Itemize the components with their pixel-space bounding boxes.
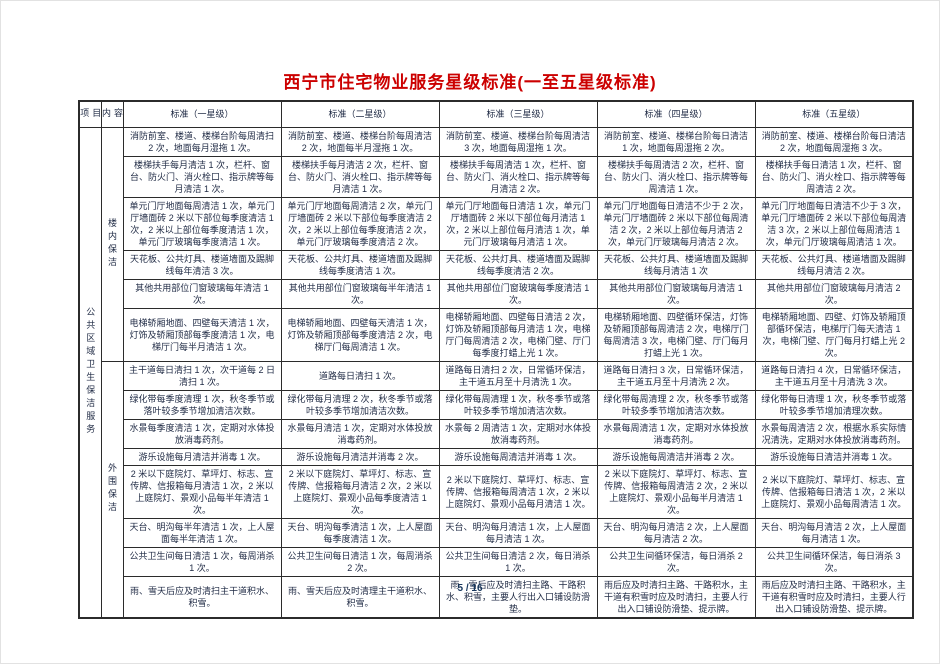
header-star-5: 标准（五星级） — [754, 100, 914, 128]
standard-cell: 电梯轿厢地面、四壁、灯饰及轿厢顶部循环保洁，电梯厅门每天清洁 1 次，电梯门壁、… — [754, 307, 914, 362]
table-row: 单元门厅地面每周清洁 1 次，单元门厅墙面砖 2 米以下部位每季度清洁 1 次，… — [79, 196, 914, 251]
standard-cell: 消防前室、楼道、楼梯台阶每周清洁 3 次，地面每周湿拖 1 次。 — [438, 126, 598, 157]
header-star-1: 标准（一星级） — [122, 100, 282, 128]
standard-cell: 绿化带每日清理 1 次，秋冬季节或落叶较多季节增加清理次数。 — [754, 389, 914, 420]
standard-cell: 主干道每日清扫 1 次，次干道每 2 日清扫 1 次。 — [122, 360, 282, 391]
standard-cell: 道路每日清扫 2 次，日常循环保洁，主干道五月至十月清洗 1 次。 — [438, 360, 598, 391]
standard-cell: 单元门厅地面每周清洁 1 次，单元门厅墙面砖 2 米以下部位每季度清洁 1 次，… — [122, 196, 282, 251]
standard-cell: 电梯轿厢地面、四壁每日清洁 2 次，灯饰及轿厢顶部每月清洁 1 次，电梯厅门每周… — [438, 307, 598, 362]
header-star-4: 标准（四星级） — [596, 100, 756, 128]
standard-cell: 天花板、公共灯具、楼道墙面及踢脚线每季度清洁 1 次。 — [280, 249, 440, 280]
table-row: 2 米以下庭院灯、草坪灯、标志、宣传牌、信报箱每月清洁 1 次，2 米以上庭院灯… — [79, 464, 914, 519]
standard-cell: 天台、明沟每半年清洁 1 次，上人屋面每半年清洁 1 次。 — [122, 517, 282, 548]
table-row: 公共卫生间每日清洁 1 次，每周消杀 1 次。 公共卫生间每日清洁 1 次，每周消… — [79, 546, 914, 577]
table-row: 天花板、公共灯具、楼道墙面及踢脚线每年清洁 3 次。 天花板、公共灯具、楼道墙面及… — [79, 249, 914, 280]
standard-cell: 雨、雪天后应及时清理主干道积水、积雪。 — [280, 575, 440, 618]
table-row: 公共区域卫生保洁服务 楼内保洁 消防前室、楼道、楼梯台阶每周清扫 2 次，地面每月湿… — [78, 126, 914, 618]
table-row: 电梯轿厢地面、四壁每天清洁 1 次，灯饰及轿厢顶部每季度清洁 1 次，电梯厅门每… — [79, 307, 914, 362]
content-section-label: 楼内保洁 — [100, 126, 124, 362]
standard-cell: 电梯轿厢地面、四壁每天清洁 1 次，灯饰及轿厢顶部每季度清洁 2 次，电梯厅门每… — [280, 307, 440, 362]
standard-cell: 单元门厅地面每周清洁 2 次，单元门厅墙面砖 2 米以下部位每季度清洁 2 次，… — [280, 196, 440, 251]
standard-cell: 2 米以下庭院灯、草坪灯、标志、宣传牌、信报箱每月清洁 1 次，2 米以上庭院灯… — [122, 464, 282, 519]
table-row: 天台、明沟每半年清洁 1 次，上人屋面每半年清洁 1 次。 天台、明沟每季清洁 1… — [79, 517, 914, 548]
standard-cell: 公共卫生间每日清洁 2 次，每日消杀 1 次。 — [438, 546, 598, 577]
standard-cell: 电梯轿厢地面、四壁每天清洁 1 次，灯饰及轿厢顶部每季度清洁 1 次，电梯厅门每… — [122, 307, 282, 362]
standard-cell: 游乐设施每日清洁并消毒 1 次。 — [754, 447, 914, 466]
standard-cell: 天花板、公共灯具、楼道墙面及踢脚线每月清洁 2 次。 — [754, 249, 914, 280]
standard-cell: 消防前室、楼道、楼梯台阶每日清洁 1 次，地面每周湿拖 2 次。 — [596, 126, 756, 157]
standard-cell: 公共卫生间每日清洁 1 次，每周消杀 1 次。 — [122, 546, 282, 577]
table-row: 游乐设施每月清洁并消毒 1 次。 游乐设施每月清洁并消毒 2 次。 游乐设施每周清洁… — [79, 447, 914, 466]
standard-cell: 消防前室、楼道、楼梯台阶每周清扫 2 次，地面每月湿拖 1 次。 — [122, 126, 282, 157]
standard-cell: 楼梯扶手每日清洁 1 次，栏杆、窗台、防火门、消火栓口、指示牌等每周清洁 2 次… — [754, 155, 914, 198]
standard-cell: 2 米以下庭院灯、草坪灯、标志、宣传牌、信报箱每月清洁 2 次，2 米以上庭院灯… — [280, 464, 440, 519]
standard-cell: 雨后应及时清扫主路、干路积水，主干道有积雪时应及时清扫，主要人行出入口铺设防滑垫… — [754, 575, 914, 618]
standard-cell: 水景每月清洁 1 次，定期对水体投放消毒药剂。 — [280, 418, 440, 449]
standard-cell: 天台、明沟每月清洁 2 次，上人屋面每月清洁 2 次。 — [596, 517, 756, 548]
standard-cell: 雨、雪后应及时清扫主路、干路积水、积雪，主要人行出入口铺设防滑垫。 — [438, 575, 598, 618]
standard-cell: 2 米以下庭院灯、草坪灯、标志、宣传牌、信报箱每周清洁 1 次，2 米以上庭院灯… — [438, 464, 598, 519]
standard-cell: 楼梯扶手每月清洁 2 次，栏杆、窗台、防火门、消火栓口、指示牌等每月清洁 1 次… — [280, 155, 440, 198]
header-project: 项目 — [78, 100, 102, 128]
header-star-2: 标准（二星级） — [280, 100, 440, 128]
standard-cell: 其他共用部位门窗玻璃每年清洁 1 次。 — [122, 278, 282, 309]
page-title: 西宁市住宅物业服务星级标准(一至五星级标准) — [283, 73, 657, 92]
standard-cell: 2 米以下庭院灯、草坪灯、标志、宣传牌、信报箱每日清洁 1 次，2 米以上庭院灯… — [754, 464, 914, 519]
standard-cell: 游乐设施每月清洁并消毒 2 次。 — [280, 447, 440, 466]
header-content: 内容 — [100, 100, 124, 128]
standard-cell: 游乐设施每周清洁并消毒 2 次。 — [596, 447, 756, 466]
standard-cell: 绿化带每周清理 2 次，秋冬季节或落叶较多季节增加清洁次数。 — [596, 389, 756, 420]
standard-cell: 楼梯扶手每周清洁 1 次，栏杆、窗台、防火门、消火栓口、指示牌等每月清洁 2 次… — [438, 155, 598, 198]
standard-cell: 道路每日清扫 3 次，日常循环保洁，主干道五月至十月清洗 2 次。 — [596, 360, 756, 391]
standard-cell: 天台、明沟每季清洁 1 次，上人屋面每季度清洁 1 次。 — [280, 517, 440, 548]
standard-cell: 其他共用部位门窗玻璃每月清洁 1 次。 — [596, 278, 756, 309]
table-row: 其他共用部位门窗玻璃每年清洁 1 次。 其他共用部位门窗玻璃每半年清洁 1 次。其… — [79, 278, 914, 309]
standard-cell: 楼梯扶手每周清洁 2 次，栏杆、窗台、防火门、消火栓口、指示牌等每周清洁 1 次… — [596, 155, 756, 198]
standard-cell: 绿化带每季度清理 1 次，秋冬季节或落叶较多季节增加清洁次数。 — [122, 389, 282, 420]
project-group-label: 公共区域卫生保洁服务 — [78, 126, 102, 618]
standard-cell: 雨、雪天后应及时清扫主干道积水、积雪。 — [122, 575, 282, 618]
standard-cell: 天台、明沟每月清洁 1 次，上人屋面每月清洁 1 次。 — [438, 517, 598, 548]
standard-cell: 公共卫生间循环保洁，每日消杀 2 次。 — [596, 546, 756, 577]
standard-cell: 电梯轿厢地面、四壁循环保洁，灯饰及轿厢顶部每周清洁 2 次，电梯厅门每周清洁 3… — [596, 307, 756, 362]
table-row: 绿化带每季度清理 1 次，秋冬季节或落叶较多季节增加清洁次数。 绿化带每月清理 2… — [79, 389, 914, 420]
standard-cell: 2 米以下庭院灯、草坪灯、标志、宣传牌、信报箱每周清洁 2 次，2 米以上庭院灯… — [596, 464, 756, 519]
standard-cell: 游乐设施每月清洁并消毒 1 次。 — [122, 447, 282, 466]
service-standards-table: 项目 内容 标准（一星级） 标准（二星级） 标准（三星级） 标准（四星级） 标准… — [78, 100, 914, 619]
table-row: 外围保洁 主干道每日清扫 1 次，次干道每 2 日清扫 1 次。 道路每日清扫 1 … — [79, 360, 914, 618]
standard-cell: 绿化带每周清理 1 次，秋冬季节或落叶较多季节增加清洁次数。 — [438, 389, 598, 420]
standard-cell: 水景每周清洁 1 次，定期对水体投放消毒药剂。 — [596, 418, 756, 449]
table-row: 水景每季度清洁 1 次，定期对水体投放消毒药剂。 水景每月清洁 1 次，定期对水体… — [79, 418, 914, 449]
standard-cell: 其他共用部位门窗玻璃每季度清洁 1 次。 — [438, 278, 598, 309]
standard-cell: 公共卫生间循环保洁，每日消杀 3 次。 — [754, 546, 914, 577]
standard-cell: 公共卫生间每日清洁 1 次，每周消杀 2 次。 — [280, 546, 440, 577]
standard-cell: 单元门厅地面每日清洁不少于 3 次，单元门厅墙面砖 2 米以下部位每周清洁 3 … — [754, 196, 914, 251]
standard-cell: 绿化带每月清理 2 次，秋冬季节或落叶较多季节增加清洁次数。 — [280, 389, 440, 420]
standard-cell: 楼梯扶手每月清洁 1 次，栏杆、窗台、防火门、消火栓口、指示牌等每月清洁 1 次… — [122, 155, 282, 198]
header-star-3: 标准（三星级） — [438, 100, 598, 128]
table-row: 楼梯扶手每月清洁 1 次，栏杆、窗台、防火门、消火栓口、指示牌等每月清洁 1 次… — [79, 155, 914, 198]
content-section-label: 外围保洁 — [100, 360, 124, 618]
page-number: 5 / 16 — [457, 583, 483, 594]
standard-cell: 其他共用部位门窗玻璃每月清洁 2 次。 — [754, 278, 914, 309]
standard-cell: 游乐设施每周清洁并消毒 1 次。 — [438, 447, 598, 466]
standard-cell: 天花板、公共灯具、楼道墙面及踢脚线每月清洁 1 次 — [596, 249, 756, 280]
standard-cell: 水景每周清洁 2 次，根据水系实际情况清洗，定期对水体投放消毒药剂。 — [754, 418, 914, 449]
standard-cell: 消防前室、楼道、楼梯台阶每日清洁 2 次，地面每周湿拖 3 次。 — [754, 126, 914, 157]
standard-cell: 单元门厅地面每日清洁不少于 2 次，单元门厅墙面砖 2 米以下部位每周清洁 2 … — [596, 196, 756, 251]
standard-cell: 道路每日清扫 1 次。 — [280, 360, 440, 391]
standard-cell: 道路每日清扫 4 次，日常循环保洁，主干道五月至十月清洗 3 次。 — [754, 360, 914, 391]
table-row: 雨、雪天后应及时清扫主干道积水、积雪。 雨、雪天后应及时清理主干道积水、积雪。 雨、… — [79, 575, 914, 618]
standard-cell: 天台、明沟每月清洁 2 次，上人屋面每月清洁 1 次。 — [754, 517, 914, 548]
standard-cell: 消防前室、楼道、楼梯台阶每周清洁 2 次，地面每半月湿拖 1 次。 — [280, 126, 440, 157]
header-row: 项目 内容 标准（一星级） 标准（二星级） 标准（三星级） 标准（四星级） 标准… — [78, 100, 914, 128]
standard-cell: 水景每季度清洁 1 次，定期对水体投放消毒药剂。 — [122, 418, 282, 449]
standard-cell: 其他共用部位门窗玻璃每半年清洁 1 次。 — [280, 278, 440, 309]
standard-cell: 雨后应及时清扫主路、干路积水，主干道有积雪时应及时清扫，主要人行出入口铺设防滑垫… — [596, 575, 756, 618]
standard-cell: 天花板、公共灯具、楼道墙面及踢脚线每年清洁 3 次。 — [122, 249, 282, 280]
standard-cell: 单元门厅地面每日清洁 1 次，单元门厅墙面砖 2 米以下部位每月清洁 1 次，2… — [438, 196, 598, 251]
standard-cell: 水景每 2 周清洁 1 次，定期对水体投放消毒药剂。 — [438, 418, 598, 449]
standard-cell: 天花板、公共灯具、楼道墙面及踢脚线每季度清洁 2 次。 — [438, 249, 598, 280]
